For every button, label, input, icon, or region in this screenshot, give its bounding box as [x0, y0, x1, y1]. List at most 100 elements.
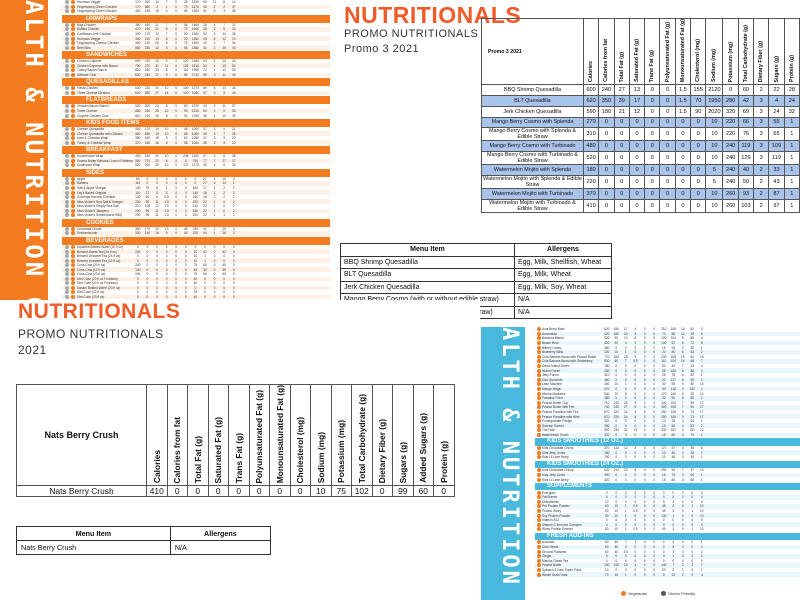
item-value: 0 — [691, 549, 694, 554]
item-value: 0 — [184, 285, 187, 290]
item-value: 0 — [624, 472, 627, 477]
item-value: 0 — [624, 490, 627, 495]
item-value: 580 — [135, 45, 141, 50]
item-value: 350 — [135, 226, 141, 231]
item-value: 7 — [681, 400, 684, 405]
item-value: 10 — [614, 572, 619, 577]
item-value: 9 — [634, 400, 637, 405]
list-item: Mocha Madness 540 70 8 5 0 0 170 106 5 92 10 — [535, 391, 800, 396]
diet-icon — [65, 109, 69, 114]
item-value: 2 — [213, 226, 216, 231]
item-value: 370 — [135, 140, 141, 145]
diet-icon — [65, 195, 69, 200]
item-value: 0 — [653, 513, 656, 518]
item-value: 2 — [700, 377, 703, 382]
row-name: Mango Berry Cosmo with Turbinado & Edibl… — [481, 151, 584, 166]
item-value: 72 — [203, 68, 207, 73]
gluten-icon — [71, 136, 75, 141]
item-value: 9 — [681, 409, 684, 414]
item-value: 60 — [614, 540, 619, 545]
section-rows: Acai Berry Bowl 620 150 17 4 0 0 210 108 16 62 9 Avo… — [535, 327, 800, 438]
promo2021-subtitle2: 2021 — [18, 343, 47, 357]
diet-icon — [65, 63, 69, 68]
table-row: Watermelon Mojito with Splenda 180 0 0 0 0 0 0 0… — [481, 164, 800, 176]
list-item: Peanut Paradise with Wire 670 220 24 4 0 0 250 1… — [535, 414, 800, 419]
item-value: 190 — [144, 27, 151, 32]
list-item: Brewed Unsweet Tea (24 fl oz) 0 0 0 0 0 0 10 1 0 0… — [62, 254, 330, 259]
cell-value: 10 — [705, 140, 724, 153]
item-value: 140 — [192, 190, 199, 195]
table-row: Mango Berry Cosmo with Splenda & Edible … — [481, 127, 800, 142]
section-header: BEVERAGES — [62, 236, 330, 245]
diet-icon — [537, 341, 541, 346]
item-value: 0 — [175, 90, 178, 95]
item-value: 3 — [213, 154, 216, 159]
item-value: 0 — [634, 368, 637, 373]
item-value: 85 — [183, 72, 188, 77]
item-value: 100 — [689, 387, 695, 392]
cell-value: 5 — [705, 174, 724, 189]
gluten-icon — [71, 72, 75, 77]
item-value: 0 — [700, 522, 703, 527]
diet-icon — [65, 208, 69, 213]
item-value: 0 — [653, 423, 656, 428]
item-value: 0 — [223, 281, 226, 286]
item-value: 10 — [661, 450, 666, 455]
item-value: 0 — [156, 244, 158, 249]
cell-value: 0 — [690, 116, 707, 129]
item-value: 30 — [661, 387, 666, 392]
item-value: 170 — [144, 32, 151, 36]
list-item: Sunchips Harvest Cheddar 140 54 6 0.5 0 0 240 18… — [62, 195, 330, 200]
item-value: 190 — [613, 428, 619, 433]
item-value: 5 — [165, 158, 168, 163]
item-value: 5 — [634, 354, 637, 359]
item-name: All American Wrap — [77, 154, 104, 159]
diet-icon — [65, 258, 69, 263]
item-value: 0 — [653, 504, 656, 509]
item-name: Chocolate Chunk — [77, 226, 102, 231]
item-value: 0 — [232, 244, 235, 249]
column-header: Dietary Fiber (g) — [753, 17, 770, 86]
list-item: Aquafina Bottled Water (20 fl oz) 0 0 0 0 0 0 0… — [62, 244, 330, 250]
list-item: Beach Bum 420 40 4 1 0 0 140 92 6 72 8 — [535, 340, 800, 346]
item-value: 44 — [203, 231, 207, 236]
item-name: Jetty Punch — [542, 373, 559, 378]
item-value: 1 — [624, 504, 627, 509]
item-value: 0 — [175, 276, 178, 281]
item-value: 0 — [175, 176, 178, 181]
list-item: Brewed Sweet Tea (24 fl oz) 240 0 0 0 0 0 10 62 0… — [62, 249, 330, 254]
item-value: 12 — [155, 204, 159, 209]
list-item: Protein Whey 60 10 1 0.5 0 0 45 3 0 1 10 — [535, 508, 800, 514]
item-value: 9 — [165, 59, 168, 64]
item-value: 690 — [135, 59, 141, 64]
diet-icon — [65, 254, 69, 259]
item-value: 0 — [232, 285, 235, 290]
item-value: 1310 — [191, 109, 199, 114]
item-value: 108 — [670, 327, 676, 332]
item-value: 180 — [192, 208, 199, 213]
item-value: 4 — [681, 423, 684, 428]
item-value: 1 — [681, 568, 684, 573]
item-name: Whey Protein Powder — [542, 527, 573, 532]
item-value: 2 — [681, 450, 684, 455]
diet-icon — [65, 285, 69, 290]
item-value: 0 — [156, 285, 158, 290]
diet-icon — [537, 563, 541, 568]
allergen-header-item: Menu Item — [16, 526, 171, 541]
item-value: 0 — [194, 285, 197, 290]
item-value: 70 — [183, 27, 188, 32]
column-header: Sugars (g) — [768, 17, 785, 86]
column-header-text: Polyunsaturated Fat (g) — [664, 21, 671, 83]
item-value: 0 — [643, 472, 646, 477]
item-value: 0 — [624, 495, 627, 500]
item-value: 0 — [232, 258, 235, 263]
diet-icon — [65, 186, 69, 191]
item-name: Chicken Bacon Ranch — [77, 104, 109, 109]
item-value: 0 — [634, 477, 637, 482]
item-value: 3 — [681, 432, 684, 437]
cell-value: 1 — [783, 140, 800, 153]
item-value: 0 — [643, 345, 646, 350]
item-value: 0 — [624, 432, 627, 437]
list-item: Coca-Cola (20 fl oz) 240 0 0 0 0 0 75 65 0 65 0 — [62, 272, 330, 277]
item-value: 1600 — [191, 27, 199, 32]
